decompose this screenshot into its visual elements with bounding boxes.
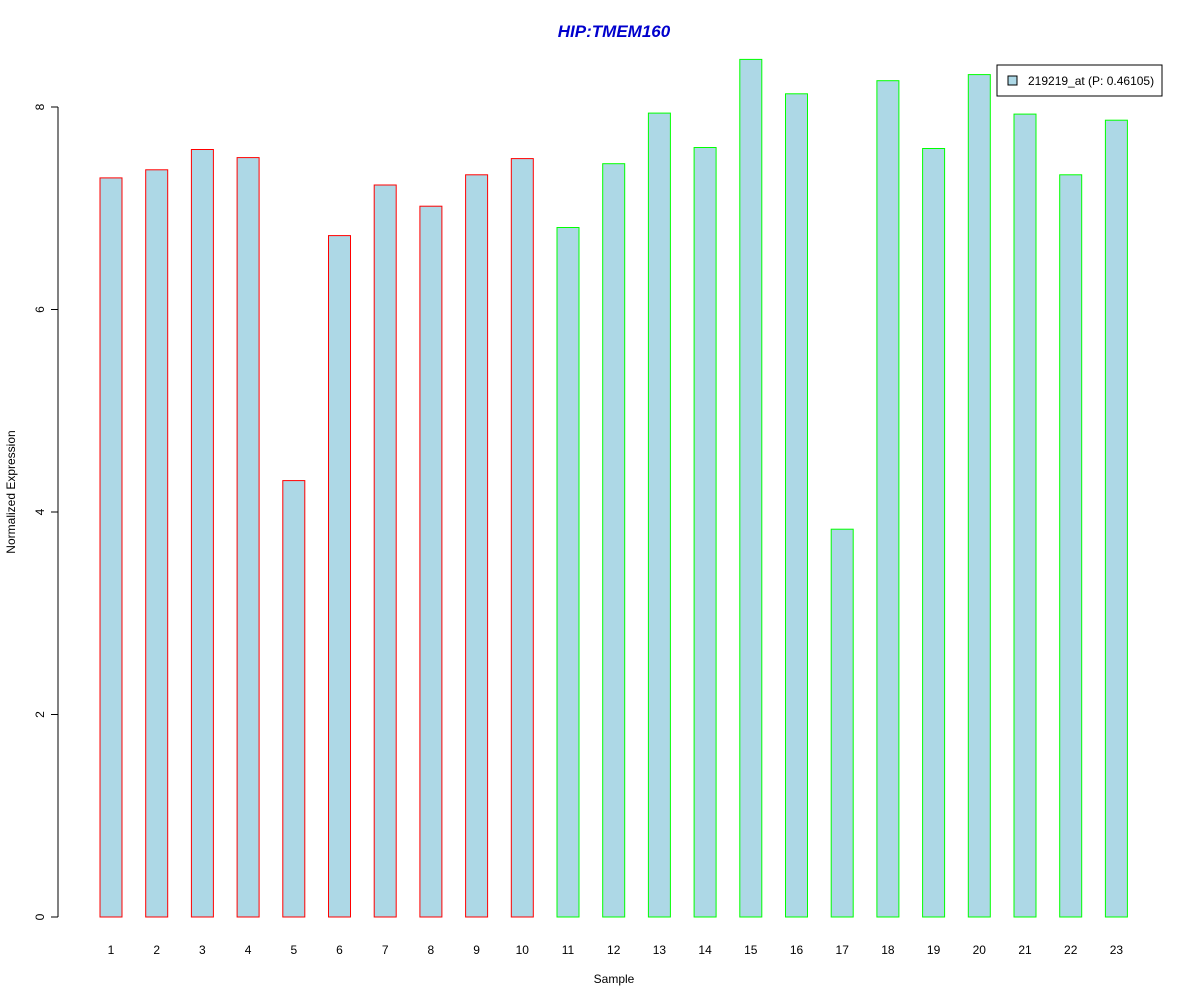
x-axis: 1 2 3 4 5 6 7 8 9 10 11 12 13 14 15 16 17 18 19 20 21 22 23	[108, 943, 1124, 957]
x-tick-label: 5	[290, 943, 297, 957]
chart-title: HIP:TMEM160	[558, 22, 671, 41]
y-tick-label: 2	[33, 711, 47, 718]
x-tick-label: 15	[744, 943, 758, 957]
bar-sample-1	[99, 177, 123, 918]
x-tick-label: 11	[562, 943, 575, 957]
bar-sample-20	[967, 74, 991, 918]
x-tick-label: 3	[199, 943, 206, 957]
x-tick-label: 22	[1064, 943, 1078, 957]
bar-sample-14	[693, 147, 717, 918]
bar-sample-9	[465, 174, 489, 918]
x-tick-label: 9	[473, 943, 480, 957]
x-tick-label: 17	[836, 943, 850, 957]
x-tick-label: 14	[698, 943, 712, 957]
x-tick-label: 12	[607, 943, 621, 957]
bar-sample-4	[236, 157, 260, 918]
legend-swatch	[1007, 75, 1018, 86]
bar-sample-7	[373, 184, 397, 918]
legend-box	[996, 64, 1163, 97]
bar-sample-3	[190, 149, 214, 918]
bar-sample-5	[282, 480, 306, 918]
bar-sample-15	[739, 58, 763, 918]
y-tick-label: 6	[33, 306, 47, 313]
bar-sample-19	[922, 148, 946, 918]
x-tick-label: 18	[881, 943, 895, 957]
bar-sample-13	[647, 112, 671, 918]
x-tick-label: 7	[382, 943, 389, 957]
x-tick-label: 20	[973, 943, 987, 957]
bar-sample-8	[419, 205, 443, 918]
legend-label: 219219_at (P: 0.46105)	[1028, 74, 1154, 88]
y-axis: 0 2 4 6 8	[33, 103, 59, 920]
bar-sample-17	[830, 528, 854, 918]
x-tick-label: 10	[516, 943, 530, 957]
x-tick-label: 8	[428, 943, 435, 957]
x-tick-label: 1	[108, 943, 115, 957]
x-tick-label: 2	[153, 943, 160, 957]
y-tick-label: 8	[33, 103, 47, 110]
y-tick-label: 4	[33, 508, 47, 515]
x-axis-label: Sample	[594, 972, 635, 986]
x-tick-label: 6	[336, 943, 343, 957]
bar-sample-11	[556, 227, 580, 918]
x-tick-label: 4	[245, 943, 252, 957]
y-tick-label: 0	[33, 913, 47, 920]
bar-sample-6	[328, 235, 351, 918]
bar-sample-10	[510, 158, 534, 918]
x-tick-label: 13	[653, 943, 667, 957]
bar-sample-18	[876, 80, 900, 918]
x-tick-label: 21	[1018, 943, 1032, 957]
x-tick-label: 23	[1110, 943, 1124, 957]
bar-sample-16	[785, 93, 808, 918]
bar-sample-2	[145, 169, 169, 918]
bar-sample-22	[1059, 174, 1083, 918]
y-axis-label: Normalized Expression	[4, 430, 18, 553]
x-tick-label: 19	[927, 943, 941, 957]
bar-sample-23	[1104, 119, 1128, 918]
bar-sample-12	[602, 163, 626, 918]
legend: 219219_at (P: 0.46105)	[996, 64, 1163, 97]
x-tick-label: 16	[790, 943, 804, 957]
bar-sample-21	[1013, 113, 1037, 918]
bars	[99, 58, 1128, 918]
